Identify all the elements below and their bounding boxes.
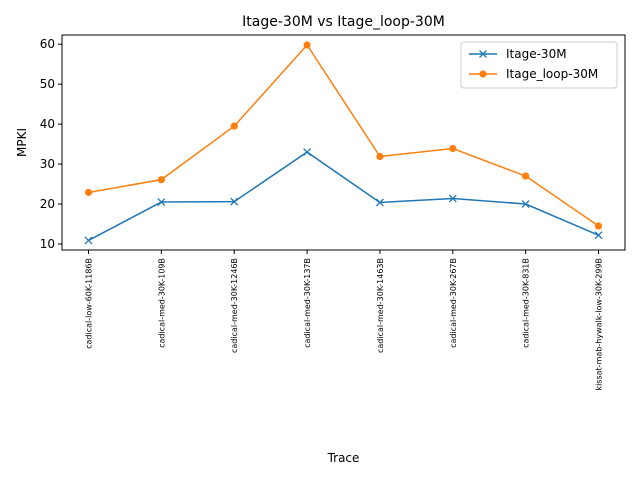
series-2 [84, 41, 603, 230]
data-point [84, 236, 93, 245]
y-tick-label: 40 [40, 117, 55, 131]
x-tick-label: cadical-med-30K-831B [522, 258, 531, 348]
series-line [88, 151, 599, 242]
x-tick-label: kissat-mab-hywalk-low-30K-299B [595, 258, 604, 391]
x-tick-label: cadical-low-60K-1186B [85, 258, 94, 349]
data-point [448, 194, 457, 203]
data-point [230, 122, 238, 130]
series-layer [84, 41, 603, 245]
data-point [521, 200, 530, 209]
data-point [375, 198, 384, 207]
y-axis: 10 20 30 40 50 60 [40, 37, 62, 251]
x-tick-label: cadical-med-30K-267B [449, 258, 458, 348]
data-point [303, 41, 311, 49]
data-point [522, 172, 530, 180]
legend-marker [479, 70, 487, 78]
legend-label: Itage-30M [506, 47, 567, 61]
x-tick-label: cadical-med-30K-109B [157, 258, 166, 348]
legend-box [460, 41, 618, 89]
y-tick-label: 10 [40, 237, 55, 251]
data-point [594, 222, 603, 230]
data-point [449, 144, 457, 153]
data-point [84, 188, 93, 197]
y-tick-label: 60 [40, 37, 55, 51]
data-point [376, 152, 384, 161]
data-point [594, 231, 603, 240]
chart-title: Itage-30M vs Itage_loop-30M [242, 14, 445, 30]
x-axis: cadical-low-60K-1186B cadical-med-30K-109… [85, 250, 604, 391]
legend-marker [479, 50, 487, 58]
series-line [88, 43, 599, 227]
legend-label: Itage_loop-30M [506, 67, 598, 81]
series-1 [84, 148, 603, 245]
y-tick-label: 50 [40, 77, 55, 91]
data-point [157, 198, 166, 207]
x-tick-label: cadical-med-30K-1246B [230, 258, 239, 353]
y-tick-label: 20 [40, 197, 55, 211]
data-point [157, 176, 165, 184]
legend: Itage-30M Itage_loop-30M [460, 41, 618, 89]
data-point [303, 148, 312, 157]
x-tick-label: cadical-med-30K-1463B [376, 258, 385, 353]
data-point [230, 197, 239, 206]
x-tick-label: cadical-med-30K-137B [303, 258, 312, 348]
x-axis-label: Trace [327, 451, 360, 465]
y-tick-label: 30 [40, 157, 55, 171]
y-axis-label: MPKI [15, 128, 29, 157]
